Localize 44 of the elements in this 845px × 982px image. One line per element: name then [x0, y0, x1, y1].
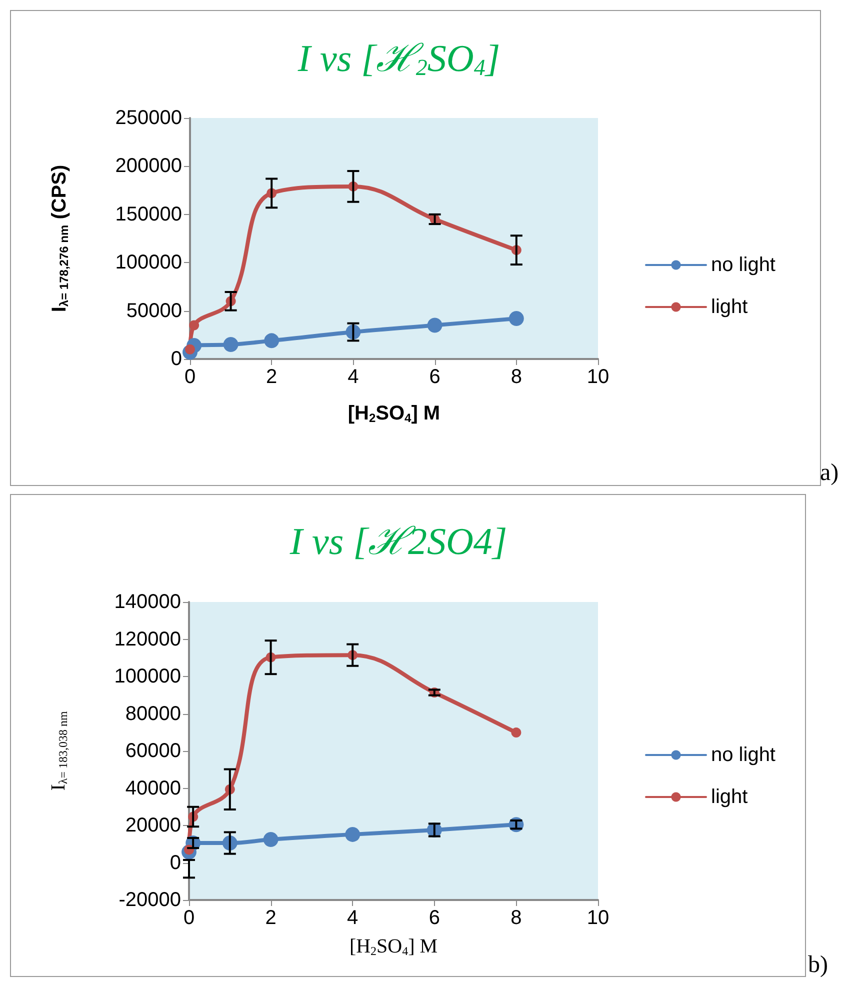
x-tick-label: 4 [348, 366, 359, 388]
y-tick-label: 0 [170, 852, 181, 874]
text: b) [808, 952, 828, 979]
y-tick-label: -20000 [118, 889, 181, 911]
chart-title: I vs [ℋ2SO4] [288, 521, 508, 563]
point [223, 337, 238, 352]
legend-label: light [711, 786, 748, 808]
chart-title: I vs [ℋ2SO4] [296, 38, 500, 80]
text: a) [820, 460, 839, 487]
point [508, 311, 524, 326]
x-tick-label: 6 [429, 366, 440, 388]
y-tick-label: 120000 [114, 628, 181, 650]
y-tick-label: 80000 [125, 702, 181, 725]
y-tick-label: 250000 [115, 107, 182, 129]
y-tick-label: 200000 [115, 155, 182, 178]
x-tick-label: 2 [266, 366, 278, 388]
x-tick-label: 6 [428, 907, 440, 929]
x-tick-label: 10 [586, 907, 610, 929]
point [263, 832, 278, 847]
y-tick-label: 50000 [126, 300, 182, 322]
y-tick-label: 100000 [115, 252, 182, 274]
y-tick-label: 60000 [125, 740, 181, 762]
point [264, 333, 280, 348]
point [511, 728, 522, 738]
point [189, 320, 200, 330]
legend-label: light [711, 296, 748, 318]
y-tick-label: 20000 [125, 814, 181, 836]
y-tick-label: 140000 [114, 591, 181, 613]
y-axis-title: Iλ= 183,038 nm [48, 710, 70, 791]
legend-label: no light [711, 744, 776, 766]
x-tick-label: 10 [586, 366, 610, 388]
y-tick-label: 150000 [115, 203, 182, 226]
y-tick-label: 100000 [114, 666, 181, 688]
x-tick-label: 8 [510, 907, 522, 929]
y-axis-title: Iλ= 178,276 nm (CPS) [48, 164, 71, 312]
x-tick-label: 2 [265, 907, 276, 929]
y-tick-label: 40000 [125, 777, 181, 800]
point [427, 318, 442, 333]
x-tick-label: 0 [184, 366, 196, 388]
legend-label: no light [711, 254, 776, 276]
point [345, 826, 360, 842]
y-tick-label: 0 [170, 348, 182, 370]
x-tick-label: 4 [347, 907, 358, 929]
x-tick-label: 8 [510, 366, 522, 388]
